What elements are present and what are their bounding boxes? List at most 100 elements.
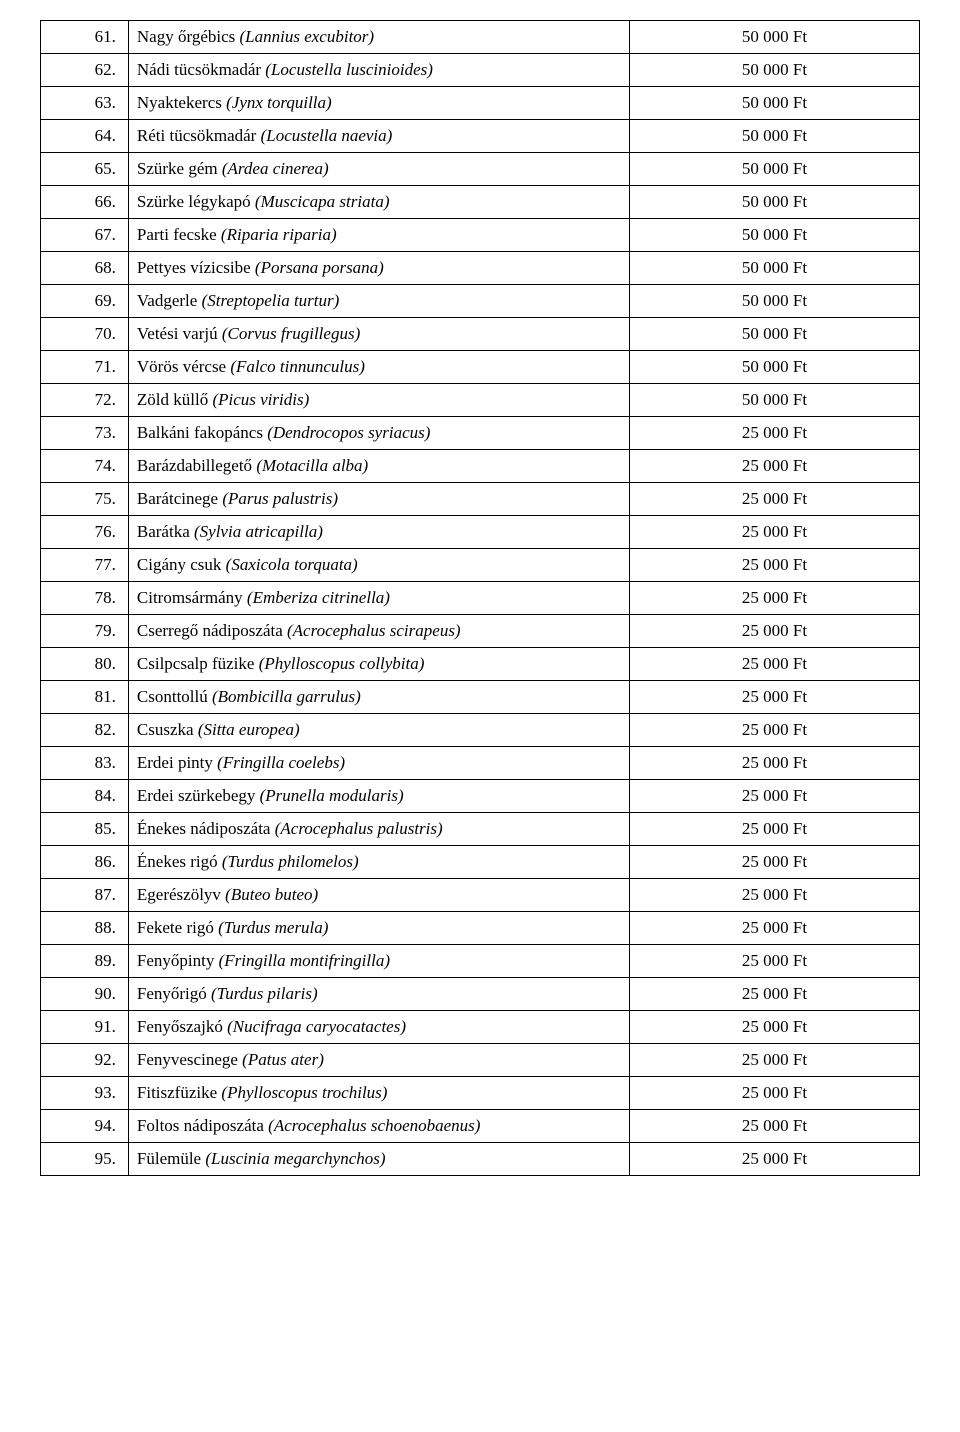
table-row: 62.Nádi tücsökmadár (Locustella luscinio… [41,54,920,87]
table-row: 63.Nyaktekercs (Jynx torquilla)50 000 Ft [41,87,920,120]
price-value: 25 000 Ft [629,780,919,813]
common-name: Szürke gém [137,159,222,178]
latin-name: (Corvus frugillegus) [222,324,360,343]
latin-name: (Streptopelia turtur) [202,291,340,310]
common-name: Fitiszfüzike [137,1083,222,1102]
row-number: 61. [41,21,129,54]
latin-name: (Lannius excubitor) [240,27,375,46]
price-value: 25 000 Ft [629,1011,919,1044]
species-name: Erdei szürkebegy (Prunella modularis) [128,780,629,813]
row-number: 63. [41,87,129,120]
table-row: 89. Fenyőpinty (Fringilla montifringilla)… [41,945,920,978]
price-value: 25 000 Ft [629,714,919,747]
table-row: 94.Foltos nádiposzáta (Acrocephalus scho… [41,1110,920,1143]
latin-name: (Locustella naevia) [261,126,393,145]
row-number: 94. [41,1110,129,1143]
common-name: Erdei pinty [137,753,217,772]
row-number: 66. [41,186,129,219]
species-name: Csilpcsalp füzike (Phylloscopus collybit… [128,648,629,681]
table-row: 76.Barátka (Sylvia atricapilla)25 000 Ft [41,516,920,549]
species-name: Cserregő nádiposzáta (Acrocephalus scira… [128,615,629,648]
species-name: Erdei pinty (Fringilla coelebs) [128,747,629,780]
common-name: Énekes nádiposzáta [137,819,275,838]
species-name: Foltos nádiposzáta (Acrocephalus schoeno… [128,1110,629,1143]
species-name: Barátka (Sylvia atricapilla) [128,516,629,549]
species-name: Nagy őrgébics (Lannius excubitor) [128,21,629,54]
price-value: 25 000 Ft [629,450,919,483]
row-number: 91. [41,1011,129,1044]
species-name: Cigány csuk (Saxicola torquata) [128,549,629,582]
price-value: 25 000 Ft [629,1044,919,1077]
common-name: Foltos nádiposzáta [137,1116,268,1135]
common-name: Barátka [137,522,194,541]
table-body: 61.Nagy őrgébics (Lannius excubitor)50 0… [41,21,920,1176]
row-number: 78. [41,582,129,615]
latin-name: (Phylloscopus trochilus) [221,1083,387,1102]
species-name: Nyaktekercs (Jynx torquilla) [128,87,629,120]
row-number: 64. [41,120,129,153]
table-row: 73.Balkáni fakopáncs (Dendrocopos syriac… [41,417,920,450]
row-number: 86. [41,846,129,879]
latin-name: (Parus palustris) [222,489,338,508]
species-name: Zöld küllő (Picus viridis) [128,384,629,417]
common-name: Zöld küllő [137,390,213,409]
table-row: 75.Barátcinege (Parus palustris)25 000 F… [41,483,920,516]
row-number: 79. [41,615,129,648]
table-row: 77.Cigány csuk (Saxicola torquata)25 000… [41,549,920,582]
common-name: Fenyőrigó [137,984,211,1003]
table-row: 88.Fekete rigó (Turdus merula)25 000 Ft [41,912,920,945]
common-name: Vetési varjú [137,324,222,343]
row-number: 89. [41,945,129,978]
common-name: Csonttollú [137,687,212,706]
common-name: Fenyőszajkó [137,1017,227,1036]
latin-name: (Fringilla montifringilla) [219,951,390,970]
latin-name: (Picus viridis) [212,390,309,409]
common-name: Vadgerle [137,291,202,310]
table-row: 72.Zöld küllő (Picus viridis)50 000 Ft [41,384,920,417]
table-row: 66.Szürke légykapó (Muscicapa striata)50… [41,186,920,219]
species-name: Pettyes vízicsibe (Porsana porsana) [128,252,629,285]
row-number: 90. [41,978,129,1011]
row-number: 65. [41,153,129,186]
table-row: 90.Fenyőrigó (Turdus pilaris)25 000 Ft [41,978,920,1011]
price-value: 25 000 Ft [629,516,919,549]
latin-name: (Phylloscopus collybita) [259,654,425,673]
latin-name: (Saxicola torquata) [226,555,358,574]
table-row: 83.Erdei pinty (Fringilla coelebs)25 000… [41,747,920,780]
common-name: Csilpcsalp füzike [137,654,259,673]
price-value: 25 000 Ft [629,912,919,945]
price-value: 25 000 Ft [629,1143,919,1176]
price-value: 25 000 Ft [629,879,919,912]
latin-name: (Jynx torquilla) [226,93,332,112]
row-number: 70. [41,318,129,351]
latin-name: (Turdus philomelos) [222,852,359,871]
latin-name: (Falco tinnunculus) [230,357,365,376]
common-name: Erdei szürkebegy [137,786,260,805]
latin-name: (Ardea cinerea) [222,159,329,178]
price-value: 25 000 Ft [629,747,919,780]
table-row: 93.Fitiszfüzike (Phylloscopus trochilus)… [41,1077,920,1110]
common-name: Cigány csuk [137,555,226,574]
species-name: Vörös vércse (Falco tinnunculus) [128,351,629,384]
common-name: Balkáni fakopáncs [137,423,267,442]
table-row: 80.Csilpcsalp füzike (Phylloscopus colly… [41,648,920,681]
species-name: Barátcinege (Parus palustris) [128,483,629,516]
species-name: Nádi tücsökmadár (Locustella luscinioide… [128,54,629,87]
common-name: Fenyőpinty [137,951,219,970]
latin-name: (Sylvia atricapilla) [194,522,323,541]
latin-name: (Dendrocopos syriacus) [267,423,430,442]
common-name: Csuszka [137,720,198,739]
species-price-table: 61.Nagy őrgébics (Lannius excubitor)50 0… [40,20,920,1176]
latin-name: (Patus ater) [242,1050,324,1069]
latin-name: (Riparia riparia) [221,225,337,244]
price-value: 25 000 Ft [629,945,919,978]
latin-name: (Nucifraga caryocatactes) [227,1017,406,1036]
price-value: 25 000 Ft [629,1110,919,1143]
latin-name: (Acrocephalus scirapeus) [287,621,461,640]
common-name: Vörös vércse [137,357,230,376]
latin-name: (Emberiza citrinella) [247,588,390,607]
species-name: Réti tücsökmadár (Locustella naevia) [128,120,629,153]
price-value: 50 000 Ft [629,21,919,54]
common-name: Cserregő nádiposzáta [137,621,287,640]
price-value: 50 000 Ft [629,120,919,153]
